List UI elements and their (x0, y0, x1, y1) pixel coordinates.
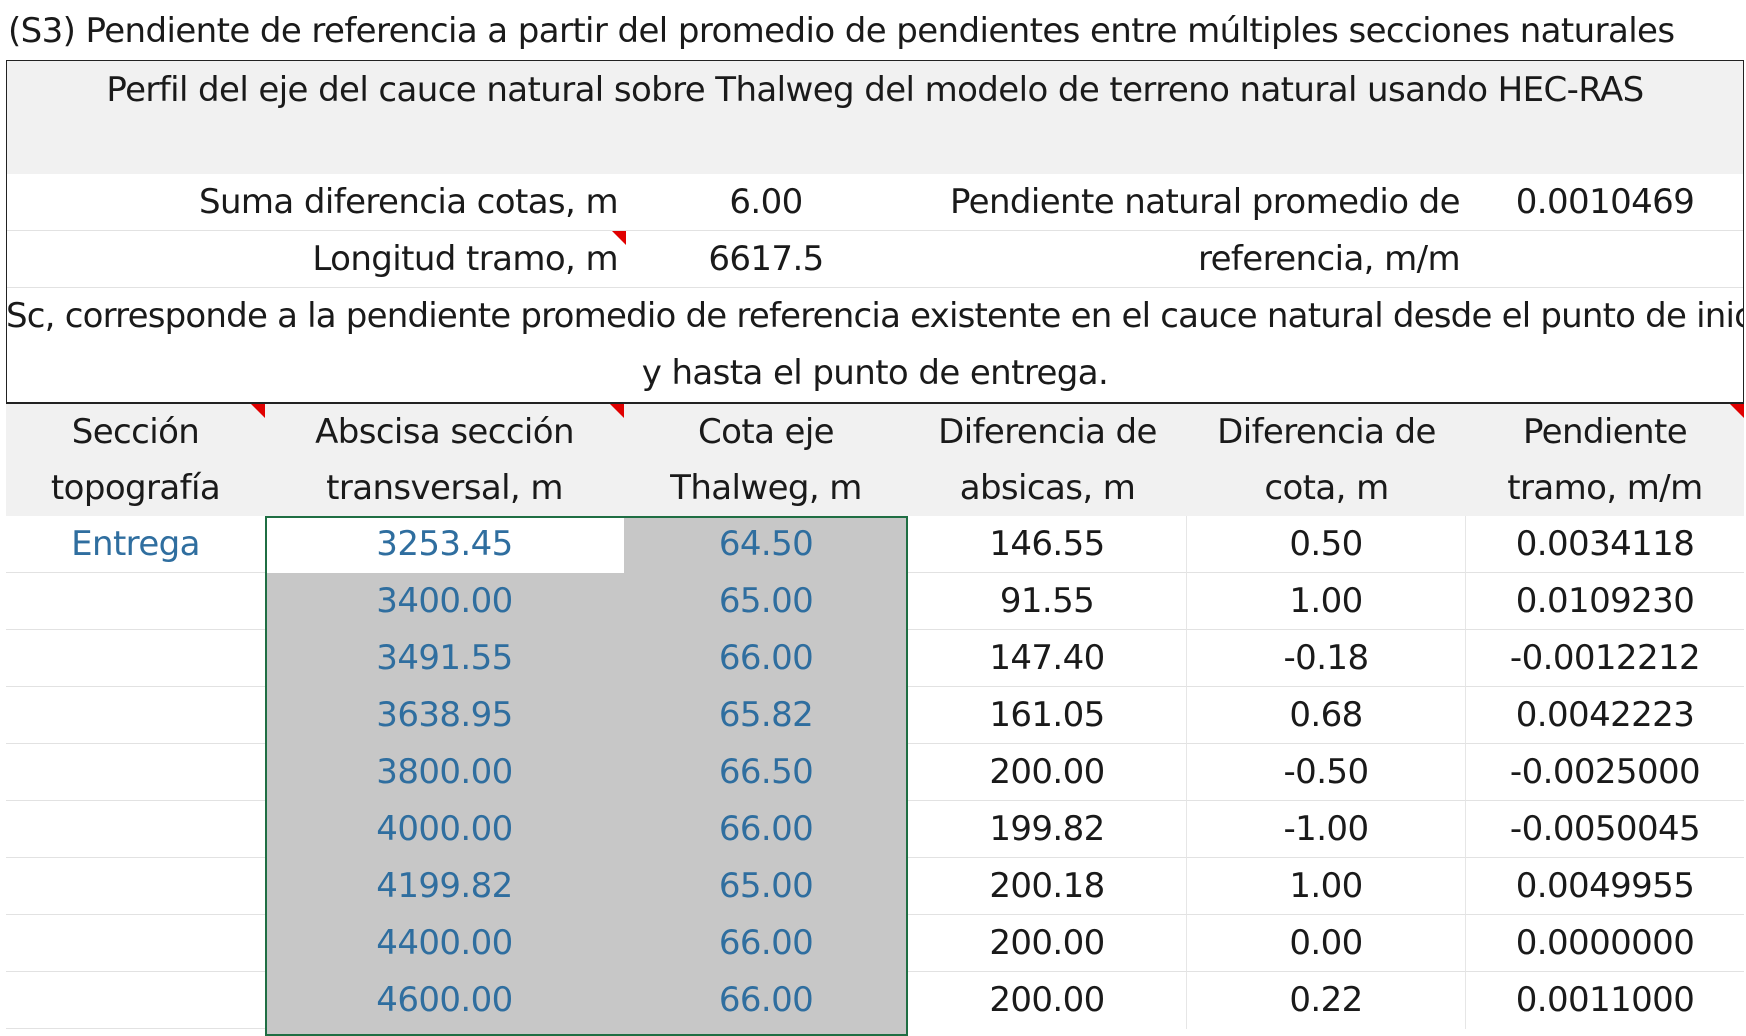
table-cell-seccion[interactable] (6, 573, 265, 630)
comment-marker-icon[interactable] (610, 404, 624, 418)
table-cell-cota[interactable]: 66.50 (624, 744, 908, 801)
table-cell-abscisa-active[interactable]: 3253.45 (265, 516, 624, 573)
comment-marker-icon[interactable] (612, 231, 626, 245)
header-line: absicas, m (959, 468, 1136, 508)
table-cell-dif-abs[interactable]: 200.00 (908, 915, 1187, 972)
table-cell-dif-abs[interactable]: 147.40 (908, 630, 1187, 687)
header-seccion-topografia[interactable]: Sección topografía (6, 404, 265, 516)
table-cell-abscisa[interactable]: 3638.95 (265, 687, 624, 744)
note-line-1[interactable]: Sc, corresponde a la pendiente promedio … (6, 296, 1744, 336)
table-cell-dif-cota[interactable]: 0.00 (1187, 915, 1466, 972)
header-line: Cota eje (698, 412, 835, 452)
table-cell-cota[interactable]: 65.00 (624, 573, 908, 630)
header-line: cota, m (1264, 468, 1389, 508)
comment-marker-icon[interactable] (1730, 404, 1744, 418)
table-cell-abscisa[interactable]: 4000.00 (265, 801, 624, 858)
table-cell-pendiente[interactable]: 0.0109230 (1466, 573, 1744, 630)
header-line: Abscisa sección (315, 412, 574, 452)
table-cell-cota[interactable]: 66.00 (624, 915, 908, 972)
panel-title[interactable]: Perfil del eje del cauce natural sobre T… (6, 60, 1744, 174)
table-cell-dif-cota[interactable]: -1.00 (1187, 801, 1466, 858)
header-diferencia-abscisas[interactable]: Diferencia de absicas, m (908, 404, 1187, 516)
pendiente-promedio-label-line1[interactable]: Pendiente natural promedio de (908, 174, 1466, 231)
header-line: tramo, m/m (1507, 468, 1703, 508)
table-cell-seccion[interactable] (6, 972, 265, 1029)
suma-diferencia-value[interactable]: 6.00 (624, 174, 908, 231)
table-cell-pendiente[interactable]: 0.0049955 (1466, 858, 1744, 915)
note-line-2[interactable]: y hasta el punto de entrega. (641, 353, 1109, 393)
table-cell-cota[interactable]: 66.00 (624, 972, 908, 1034)
pendiente-promedio-value[interactable]: 0.0010469 (1466, 174, 1744, 231)
table-cell-cota[interactable]: 65.00 (624, 858, 908, 915)
table-cell-abscisa[interactable]: 3400.00 (265, 573, 624, 630)
header-line: Thalweg, m (670, 468, 862, 508)
table-cell-dif-abs[interactable]: 91.55 (908, 573, 1187, 630)
table-cell-dif-cota[interactable]: 1.00 (1187, 573, 1466, 630)
table-cell-pendiente[interactable]: 0.0000000 (1466, 915, 1744, 972)
table-cell-dif-abs[interactable]: 200.00 (908, 972, 1187, 1029)
table-cell-pendiente[interactable]: -0.0025000 (1466, 744, 1744, 801)
header-abscisa-seccion[interactable]: Abscisa sección transversal, m (265, 404, 624, 516)
table-cell-seccion[interactable] (6, 744, 265, 801)
table-cell-cota[interactable]: 66.00 (624, 801, 908, 858)
header-line: Diferencia de (938, 412, 1157, 452)
table-cell-seccion[interactable] (6, 858, 265, 915)
table-cell-pendiente[interactable]: -0.0012212 (1466, 630, 1744, 687)
table-cell-cota[interactable]: 65.82 (624, 687, 908, 744)
header-diferencia-cota[interactable]: Diferencia de cota, m (1187, 404, 1466, 516)
table-cell-seccion[interactable] (6, 630, 265, 687)
table-cell-abscisa[interactable]: 4400.00 (265, 915, 624, 972)
header-pendiente-tramo[interactable]: Pendiente tramo, m/m (1466, 404, 1744, 516)
table-cell-dif-abs[interactable]: 200.18 (908, 858, 1187, 915)
table-cell-dif-cota[interactable]: 0.68 (1187, 687, 1466, 744)
table-cell-seccion[interactable] (6, 801, 265, 858)
pendiente-promedio-value-cell-below[interactable] (1466, 231, 1744, 288)
table-cell-cota[interactable]: 66.00 (624, 630, 908, 687)
table-cell-dif-cota[interactable]: 0.50 (1187, 516, 1466, 573)
header-line: transversal, m (326, 468, 563, 508)
table-cell-abscisa[interactable]: 3491.55 (265, 630, 624, 687)
header-line: Diferencia de (1217, 412, 1436, 452)
table-cell-cota[interactable]: 64.50 (624, 516, 908, 573)
table-cell-seccion[interactable] (6, 915, 265, 972)
longitud-tramo-value[interactable]: 6617.5 (624, 231, 908, 288)
table-cell-dif-abs[interactable]: 199.82 (908, 801, 1187, 858)
spreadsheet-grid: Perfil del eje del cauce natural sobre T… (6, 60, 1744, 1036)
table-cell-dif-cota[interactable]: 1.00 (1187, 858, 1466, 915)
table-cell-dif-cota[interactable]: 0.22 (1187, 972, 1466, 1029)
page-title: (S3) Pendiente de referencia a partir de… (8, 11, 1675, 51)
header-line: Sección (71, 412, 200, 452)
header-line: Pendiente (1522, 412, 1688, 452)
table-cell-pendiente[interactable]: 0.0011000 (1515, 980, 1695, 1020)
suma-diferencia-label[interactable]: Suma diferencia cotas, m (6, 174, 624, 231)
table-cell-dif-cota[interactable]: -0.18 (1187, 630, 1466, 687)
table-cell-abscisa[interactable]: 4199.82 (265, 858, 624, 915)
header-line: topografía (50, 468, 221, 508)
pendiente-promedio-label-line2[interactable]: referencia, m/m (908, 231, 1466, 288)
longitud-tramo-label[interactable]: Longitud tramo, m (6, 231, 624, 288)
table-cell-pendiente[interactable]: 0.0042223 (1466, 687, 1744, 744)
table-cell-dif-abs[interactable]: 200.00 (908, 744, 1187, 801)
table-cell-dif-cota[interactable]: -0.50 (1187, 744, 1466, 801)
table-cell-seccion[interactable]: Entrega (6, 516, 265, 573)
table-cell-seccion[interactable] (6, 687, 265, 744)
comment-marker-icon[interactable] (251, 404, 265, 418)
header-cota-eje[interactable]: Cota eje Thalweg, m (624, 404, 908, 516)
header-rule (6, 402, 1744, 404)
table-cell-dif-abs[interactable]: 161.05 (908, 687, 1187, 744)
table-cell-abscisa[interactable]: 3800.00 (265, 744, 624, 801)
table-cell-pendiente[interactable]: 0.0034118 (1466, 516, 1744, 573)
table-cell-pendiente[interactable]: -0.0050045 (1466, 801, 1744, 858)
table-cell-abscisa[interactable]: 4600.00 (265, 972, 624, 1034)
table-cell-dif-abs[interactable]: 146.55 (908, 516, 1187, 573)
